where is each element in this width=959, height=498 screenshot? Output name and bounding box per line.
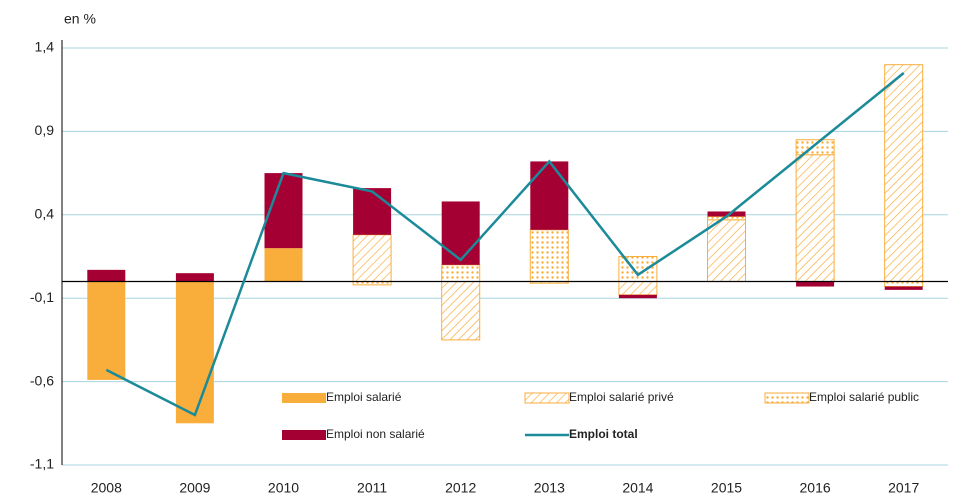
y-tick-label: -1,1 bbox=[30, 456, 54, 472]
x-tick-label: 2013 bbox=[534, 480, 565, 496]
y-tick-label: -0,1 bbox=[30, 289, 54, 305]
bar-segment bbox=[707, 211, 746, 217]
legend-label: Emploi salarié privé bbox=[569, 390, 674, 404]
y-tick-label: 0,4 bbox=[35, 206, 55, 222]
bar-segment bbox=[884, 281, 924, 288]
x-tick-label: 2012 bbox=[445, 480, 476, 496]
bar-segment bbox=[618, 294, 657, 299]
x-tick-label: 2011 bbox=[357, 480, 387, 496]
bar-segment bbox=[87, 269, 126, 282]
bar-segment bbox=[87, 281, 126, 380]
y-axis-label: en % bbox=[64, 11, 96, 27]
legend-label: Emploi total bbox=[569, 427, 638, 441]
y-tick-label: 0,9 bbox=[35, 122, 55, 138]
line bbox=[105, 72, 905, 417]
bar-segment bbox=[530, 161, 569, 230]
bar-segment bbox=[352, 234, 392, 283]
bar-segment bbox=[618, 256, 658, 283]
bar-segment bbox=[796, 281, 835, 287]
y-tick-label: 1,4 bbox=[35, 39, 55, 55]
bar-segment bbox=[707, 219, 746, 283]
x-tick-label: 2010 bbox=[268, 480, 299, 496]
x-tick-label: 2017 bbox=[888, 480, 919, 496]
bar-segment bbox=[264, 248, 303, 282]
bar-segment bbox=[175, 273, 214, 282]
bar-segment bbox=[618, 281, 658, 296]
legend-swatch bbox=[282, 430, 326, 440]
legend-swatch bbox=[282, 393, 326, 403]
bar-segment bbox=[441, 281, 481, 341]
bar-segment bbox=[175, 281, 214, 424]
x-tick-label: 2016 bbox=[800, 480, 831, 496]
x-tick-label: 2008 bbox=[91, 480, 122, 496]
y-tick-label: -0,6 bbox=[30, 372, 54, 388]
legend-swatch bbox=[764, 392, 810, 404]
x-tick-label: 2009 bbox=[179, 480, 210, 496]
bar-segment bbox=[884, 286, 923, 290]
bar-segment bbox=[795, 139, 835, 156]
legend-label: Emploi salarié public bbox=[809, 390, 919, 404]
bar-segment bbox=[441, 201, 480, 265]
legend-swatch bbox=[524, 392, 570, 404]
x-tick-label: 2015 bbox=[711, 480, 742, 496]
legend-label: Emploi non salarié bbox=[326, 427, 425, 441]
bar-segment bbox=[795, 154, 835, 283]
x-tick-label: 2014 bbox=[622, 480, 653, 496]
bar-segment bbox=[441, 264, 481, 283]
legend-label: Emploi salarié bbox=[326, 390, 402, 404]
bar-segment bbox=[884, 64, 924, 283]
bar-segment bbox=[529, 229, 569, 283]
bar-segment bbox=[353, 188, 392, 235]
